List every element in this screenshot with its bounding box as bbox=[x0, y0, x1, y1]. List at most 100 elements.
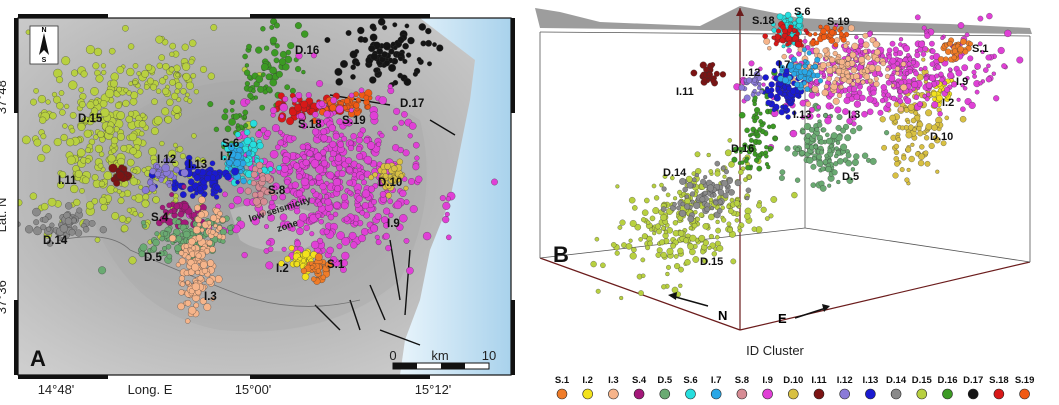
event-point-d5 bbox=[836, 114, 843, 121]
event-point-i2 bbox=[301, 258, 307, 264]
event-point-d15 bbox=[8, 153, 13, 158]
event-point-i9 bbox=[363, 137, 371, 144]
event-point-d5 bbox=[822, 159, 829, 165]
event-point-d14 bbox=[720, 165, 726, 171]
cluster-label-d5: D.5 bbox=[144, 252, 163, 264]
event-point-d10 bbox=[925, 123, 933, 131]
event-point-d17 bbox=[370, 52, 379, 61]
event-point-i3 bbox=[205, 277, 214, 286]
event-point-d15 bbox=[158, 54, 165, 61]
event-point-d15 bbox=[123, 189, 132, 197]
event-point-d5 bbox=[845, 159, 852, 167]
event-point-d16 bbox=[278, 58, 287, 66]
event-point-d16 bbox=[242, 109, 249, 116]
event-point-d17 bbox=[432, 42, 437, 47]
event-point-i9 bbox=[330, 96, 338, 104]
event-point-s4 bbox=[168, 209, 174, 214]
event-point-i3 bbox=[811, 85, 819, 93]
event-point-i9 bbox=[947, 71, 955, 79]
event-point-d15 bbox=[661, 225, 666, 231]
event-point-i9 bbox=[892, 46, 899, 53]
event-point-d5 bbox=[811, 133, 817, 139]
event-point-i9 bbox=[407, 133, 413, 139]
event-point-i13 bbox=[782, 91, 787, 97]
event-point-d5 bbox=[820, 166, 826, 172]
event-point-i3 bbox=[184, 299, 192, 307]
event-point-i9 bbox=[299, 213, 308, 222]
event-point-d5 bbox=[884, 130, 890, 136]
event-point-d17 bbox=[383, 59, 391, 67]
event-point-d15 bbox=[80, 70, 88, 78]
scalebar-unit: km bbox=[431, 348, 448, 363]
event-point-i9 bbox=[986, 12, 993, 20]
event-point-i9 bbox=[332, 132, 340, 140]
event-point-i9 bbox=[296, 173, 303, 180]
event-point-d10 bbox=[372, 172, 378, 178]
event-point-d15 bbox=[73, 198, 81, 206]
event-point-d15 bbox=[150, 83, 157, 91]
event-point-s8 bbox=[256, 161, 264, 169]
event-point-d5 bbox=[861, 152, 869, 159]
event-point-i3 bbox=[845, 61, 851, 67]
event-point-i3 bbox=[855, 78, 861, 84]
event-point-d15 bbox=[164, 115, 173, 124]
event-point-s19 bbox=[807, 32, 813, 37]
event-point-i9 bbox=[342, 118, 350, 127]
event-point-d15 bbox=[665, 271, 670, 277]
event-point-d15 bbox=[629, 220, 637, 227]
cluster-label-i9: I.9 bbox=[387, 218, 400, 230]
event-point-d15 bbox=[60, 133, 68, 142]
event-point-i11 bbox=[690, 69, 698, 77]
event-point-d5 bbox=[813, 144, 819, 150]
event-point-d16 bbox=[243, 123, 249, 129]
event-point-i7 bbox=[808, 76, 814, 82]
event-point-i9 bbox=[340, 259, 348, 267]
event-point-i3 bbox=[867, 78, 873, 83]
event-point-d16 bbox=[294, 22, 302, 30]
event-point-d10 bbox=[912, 127, 917, 132]
event-point-i3 bbox=[199, 297, 207, 305]
box-cluster-labels: S.18 S.6 S.19 S.1 I.12 I.7 I.11 I.9I.2 I.13 I.3 D.… bbox=[663, 6, 989, 268]
event-point-d14 bbox=[46, 240, 54, 247]
event-point-i9 bbox=[282, 156, 290, 164]
event-point-i9 bbox=[327, 214, 335, 221]
event-point-i3 bbox=[836, 92, 843, 99]
event-point-d15 bbox=[656, 228, 662, 235]
event-point-d15 bbox=[695, 216, 701, 222]
south-label: S bbox=[42, 57, 47, 64]
cluster-label-s8: S.8 bbox=[268, 185, 286, 197]
event-point-i12 bbox=[173, 166, 180, 174]
legend-label-i9: I.9 bbox=[762, 375, 773, 386]
event-point-d15 bbox=[663, 229, 669, 235]
event-point-d15 bbox=[53, 68, 63, 78]
event-point-i9 bbox=[374, 213, 382, 220]
event-point-s4 bbox=[166, 202, 172, 208]
event-point-i9 bbox=[323, 194, 330, 200]
event-point-i3 bbox=[834, 37, 840, 44]
event-point-d16 bbox=[273, 22, 280, 29]
event-point-d15 bbox=[692, 256, 700, 263]
event-point-i9 bbox=[816, 104, 821, 110]
event-point-i9 bbox=[358, 87, 365, 94]
event-point-i9 bbox=[355, 136, 363, 144]
event-point-d14 bbox=[684, 203, 691, 210]
event-point-i9 bbox=[319, 183, 327, 191]
event-point-i3 bbox=[193, 302, 199, 309]
event-point-d17 bbox=[398, 56, 404, 62]
event-point-d16 bbox=[764, 162, 770, 167]
event-point-d5 bbox=[800, 129, 806, 134]
event-point-d5 bbox=[779, 169, 786, 176]
event-point-d15 bbox=[105, 125, 114, 134]
event-point-i9 bbox=[938, 71, 944, 77]
event-point-d15 bbox=[90, 87, 99, 96]
event-point-i13 bbox=[179, 191, 187, 198]
event-point-d14 bbox=[717, 189, 725, 196]
event-point-i9 bbox=[385, 245, 392, 252]
event-point-i9 bbox=[282, 96, 289, 103]
event-point-i9 bbox=[886, 47, 893, 54]
event-point-d17 bbox=[350, 64, 356, 70]
event-point-d15 bbox=[156, 62, 163, 69]
event-point-s8 bbox=[264, 189, 271, 196]
event-point-d15 bbox=[189, 39, 197, 47]
event-point-d15 bbox=[97, 130, 105, 138]
